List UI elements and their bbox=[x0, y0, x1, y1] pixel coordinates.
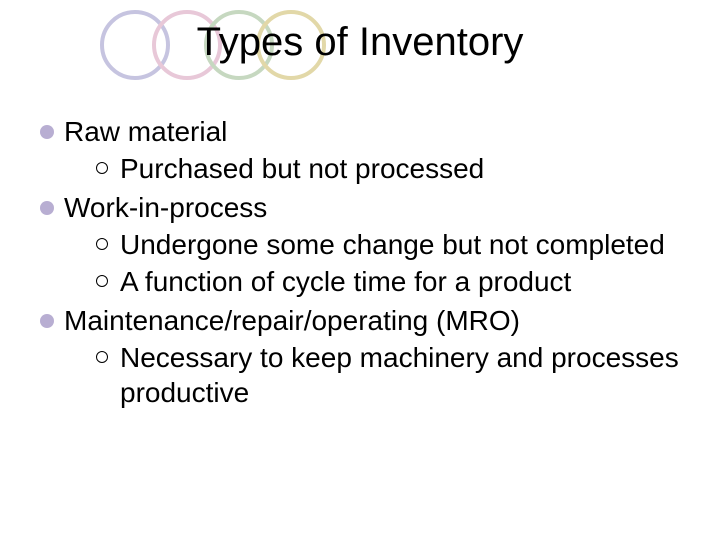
sub-list-item-label: Necessary to keep machinery and processe… bbox=[120, 340, 680, 410]
sub-list-item: Undergone some change but not completed bbox=[96, 227, 680, 262]
bullet-icon bbox=[40, 125, 54, 139]
slide-title: Types of Inventory bbox=[0, 20, 720, 65]
sub-list-item-label: Undergone some change but not completed bbox=[120, 227, 680, 262]
list-item: Raw materialPurchased but not processed bbox=[40, 114, 680, 186]
hollow-bullet-icon bbox=[96, 351, 108, 363]
sub-list-item-label: Purchased but not processed bbox=[120, 151, 680, 186]
list-item: Maintenance/repair/operating (MRO)Necess… bbox=[40, 303, 680, 410]
list-item-label: Raw material bbox=[64, 114, 680, 149]
hollow-bullet-icon bbox=[96, 162, 108, 174]
list-item-label: Work-in-process bbox=[64, 190, 680, 225]
sub-list-item: A function of cycle time for a product bbox=[96, 264, 680, 299]
sub-list-item-label: A function of cycle time for a product bbox=[120, 264, 680, 299]
slide-content: Raw materialPurchased but not processedW… bbox=[40, 110, 680, 410]
bullet-icon bbox=[40, 201, 54, 215]
slide: Types of Inventory Raw materialPurchased… bbox=[0, 0, 720, 540]
list-item: Work-in-processUndergone some change but… bbox=[40, 190, 680, 299]
hollow-bullet-icon bbox=[96, 238, 108, 250]
sub-list-item: Purchased but not processed bbox=[96, 151, 680, 186]
hollow-bullet-icon bbox=[96, 275, 108, 287]
list-item-label: Maintenance/repair/operating (MRO) bbox=[64, 303, 680, 338]
sub-list-item: Necessary to keep machinery and processe… bbox=[96, 340, 680, 410]
bullet-icon bbox=[40, 314, 54, 328]
